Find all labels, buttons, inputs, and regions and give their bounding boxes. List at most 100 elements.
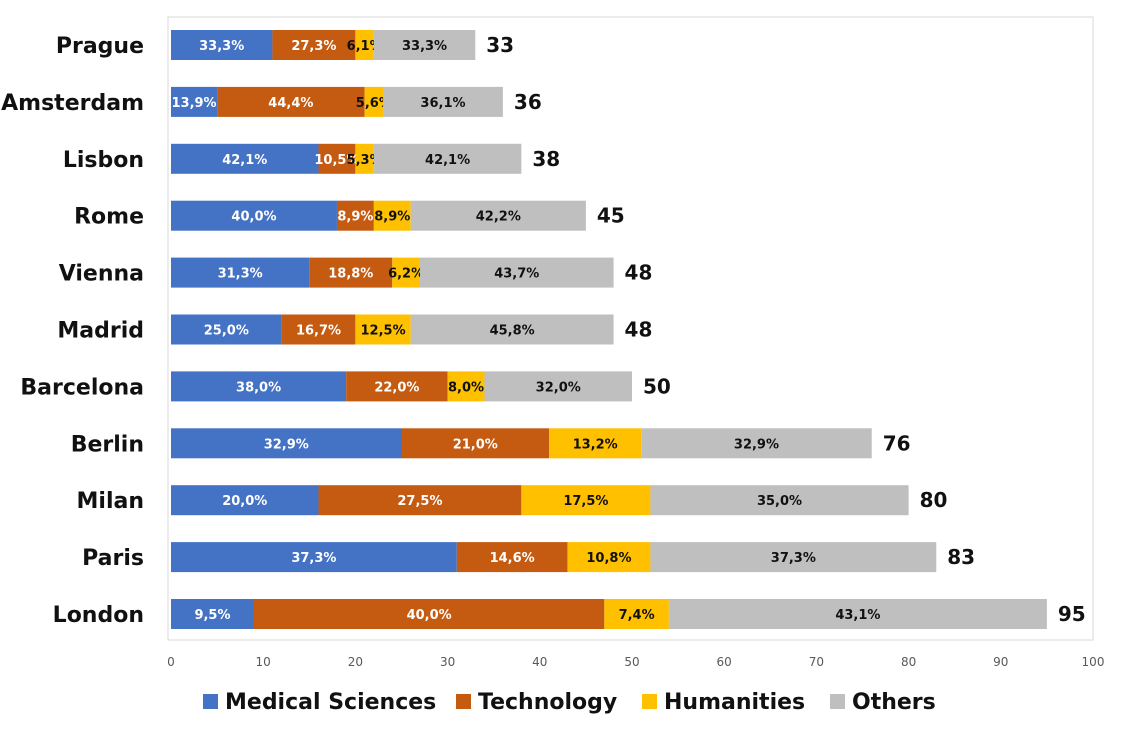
- bar-segment-others: [373, 30, 476, 60]
- data-label: 22,0%: [374, 380, 419, 395]
- bar-segment-others: [419, 257, 614, 288]
- x-tick-label: 100: [1082, 655, 1105, 669]
- bar-segment-others: [650, 485, 909, 516]
- total-label: 80: [920, 488, 948, 512]
- data-label: 16,7%: [296, 324, 341, 339]
- bar-row-madrid: Madrid 25,0% 16,7% 12,5% 45,8% 48: [57, 314, 652, 345]
- bar-segment-others: [410, 314, 614, 345]
- x-tick-label: 10: [256, 655, 271, 669]
- legend-swatch: [830, 694, 845, 709]
- data-label: 35,0%: [757, 494, 802, 509]
- x-tick-label: 80: [901, 655, 916, 669]
- data-label: 38,0%: [236, 380, 281, 395]
- data-label: 21,0%: [453, 437, 498, 452]
- data-label: 43,1%: [835, 608, 880, 623]
- data-label: 32,9%: [734, 437, 779, 452]
- bar-segment-humanities: [549, 428, 642, 459]
- legend-item-medical-sciences: Medical Sciences: [203, 690, 436, 715]
- total-label: 76: [883, 431, 911, 455]
- category-label: Rome: [74, 205, 144, 230]
- data-label: 27,3%: [291, 39, 336, 54]
- data-label: 8,9%: [374, 210, 410, 225]
- bar-segment-technology: [309, 257, 393, 288]
- legend-item-others: Others: [830, 690, 936, 715]
- legend: Medical Sciences Technology Humanities Othe…: [203, 690, 936, 715]
- bar-segment-medical-sciences: [171, 143, 319, 174]
- x-axis-ticks: 0 10 20 30 40 50 60 70 80 90 100: [167, 655, 1104, 669]
- bar-segment-technology: [253, 599, 605, 629]
- bar-segment-humanities: [567, 542, 651, 573]
- bar-row-rome: Rome 40,0% 8,9% 8,9% 42,2% 45: [74, 200, 625, 231]
- legend-item-humanities: Humanities: [642, 690, 805, 715]
- total-label: 83: [947, 545, 975, 569]
- bar-row-london: London 9,5% 40,0% 7,4% 43,1% 95: [53, 599, 1086, 629]
- legend-label: Technology: [478, 690, 617, 715]
- data-label: 8,0%: [448, 380, 484, 395]
- legend-swatch: [642, 694, 657, 709]
- data-label: 5,6%: [356, 96, 392, 111]
- bar-segment-others: [484, 371, 632, 402]
- data-label: 40,0%: [231, 210, 276, 225]
- x-tick-label: 0: [167, 655, 175, 669]
- bar-segment-humanities: [392, 257, 420, 288]
- data-label: 6,1%: [347, 39, 383, 54]
- data-label: 45,8%: [490, 324, 535, 339]
- legend-swatch: [456, 694, 471, 709]
- category-label: Lisbon: [63, 148, 144, 173]
- plot-area-frame: [167, 16, 1094, 641]
- bar-segment-technology: [217, 86, 365, 117]
- data-label: 5,3%: [347, 153, 383, 168]
- bar-segment-technology: [336, 200, 374, 231]
- data-label: 40,0%: [407, 608, 452, 623]
- bar-row-lisbon: Lisbon 42,1% 10,5%5,3% 42,1% 38: [63, 143, 560, 174]
- total-label: 38: [532, 147, 560, 171]
- total-label: 36: [514, 90, 542, 114]
- x-tick-label: 60: [717, 655, 732, 669]
- total-label: 48: [625, 261, 653, 285]
- bar-segment-medical-sciences: [171, 485, 319, 516]
- bar-row-vienna: Vienna 31,3% 18,8% 6,2% 43,7% 48: [59, 257, 653, 288]
- legend-label: Medical Sciences: [225, 690, 436, 715]
- category-label: Barcelona: [20, 375, 144, 400]
- bar-segment-others: [668, 599, 1047, 629]
- category-label: Madrid: [57, 319, 144, 344]
- data-label: 8,9%: [337, 210, 373, 225]
- bar-segment-humanities: [355, 30, 374, 60]
- category-label: Milan: [77, 489, 144, 514]
- data-label: 6,2%: [388, 267, 424, 282]
- data-label: 25,0%: [204, 324, 249, 339]
- bar-segment-humanities: [447, 371, 485, 402]
- bar-segment-others: [383, 86, 503, 117]
- bar-segment-humanities: [521, 485, 651, 516]
- data-label: 42,2%: [476, 210, 521, 225]
- data-label: 42,1%: [425, 153, 470, 168]
- bar-segment-medical-sciences: [171, 428, 402, 459]
- data-label: 36,1%: [420, 96, 465, 111]
- bar-row-milan: Milan 20,0% 27,5% 17,5% 35,0% 80: [77, 485, 948, 516]
- category-label: Berlin: [71, 432, 144, 457]
- total-label: 95: [1058, 602, 1086, 626]
- data-label: 12,5%: [361, 324, 406, 339]
- data-label: 42,1%: [222, 153, 267, 168]
- data-label: 43,7%: [494, 267, 539, 282]
- data-label: 9,5%: [194, 608, 230, 623]
- bar-row-paris: Paris 37,3% 14,6% 10,8% 37,3% 83: [82, 542, 975, 573]
- bar-segment-medical-sciences: [171, 86, 218, 117]
- x-tick-label: 20: [348, 655, 363, 669]
- bar-row-amsterdam: Amsterdam 13,9% 44,4% 5,6% 36,1% 36: [1, 86, 542, 117]
- data-label: 13,2%: [573, 437, 618, 452]
- bar-row-berlin: Berlin 32,9% 21,0% 13,2% 32,9% 76: [71, 428, 911, 459]
- bar-segment-medical-sciences: [171, 30, 273, 60]
- data-label: 10,8%: [586, 551, 631, 566]
- data-label: 44,4%: [268, 96, 313, 111]
- legend-label: Humanities: [664, 690, 805, 715]
- legend-label: Others: [852, 690, 936, 715]
- data-label: 18,8%: [328, 267, 373, 282]
- x-tick-label: 70: [809, 655, 824, 669]
- category-label: London: [53, 603, 144, 628]
- category-label: Paris: [82, 546, 144, 571]
- category-label: Prague: [56, 34, 144, 59]
- x-tick-label: 50: [624, 655, 639, 669]
- bar-row-barcelona: Barcelona 38,0% 22,0% 8,0% 32,0% 50: [20, 371, 671, 402]
